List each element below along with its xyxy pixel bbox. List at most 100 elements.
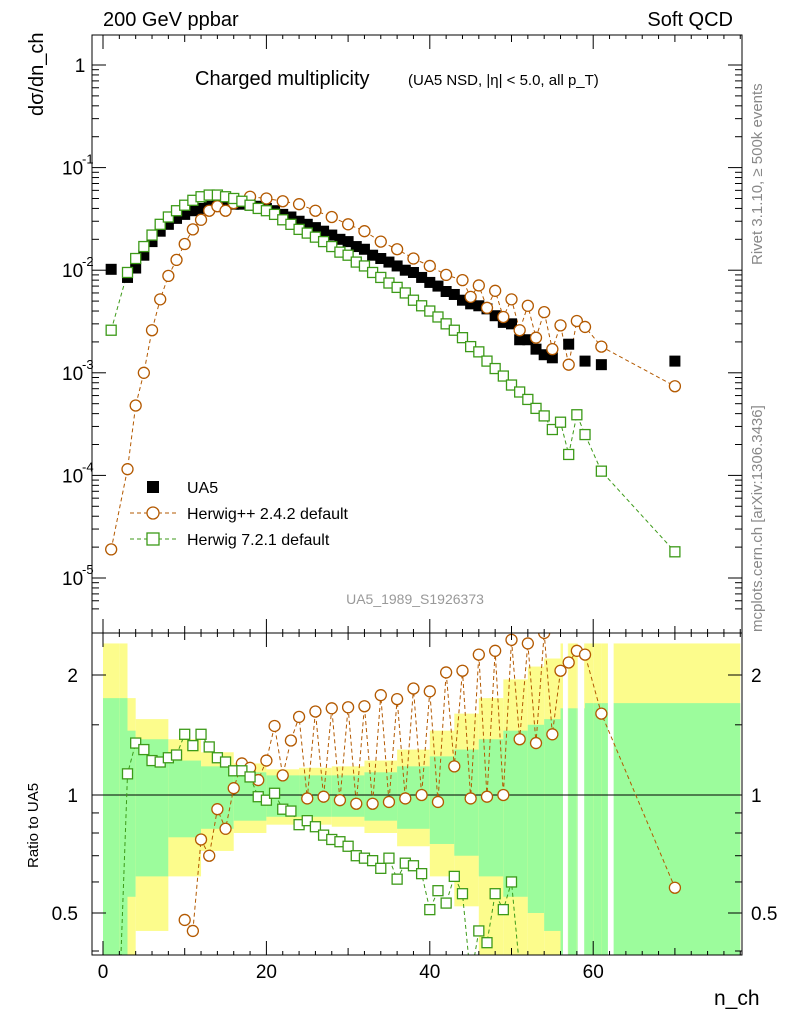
ratio-herwigpp-point bbox=[309, 705, 322, 718]
ratio-herwigpp-point bbox=[595, 707, 608, 720]
ratio-herwigpp-point bbox=[268, 719, 281, 733]
ratio-herwig7-point bbox=[489, 888, 501, 900]
ua5-point bbox=[424, 276, 436, 288]
herwigpp-point bbox=[407, 252, 420, 265]
ratio-herwigpp-point bbox=[472, 648, 485, 661]
ratio-herwig7-point bbox=[301, 815, 313, 827]
herwigpp-point bbox=[578, 320, 592, 334]
ua5-point bbox=[138, 249, 150, 261]
main-axes: 110-110-210-310-410-5 bbox=[62, 35, 742, 633]
ratio-herwig7-point bbox=[366, 855, 379, 867]
herwig7-point bbox=[579, 428, 591, 441]
herwig7-point bbox=[432, 311, 444, 323]
chart-subtitle: (UA5 NSD, |η| < 5.0, all p_T) bbox=[408, 72, 599, 89]
herwig7-point bbox=[342, 249, 354, 261]
ua5-point bbox=[465, 298, 477, 310]
band-inner-segment bbox=[593, 703, 602, 955]
herwigpp-point bbox=[219, 204, 232, 217]
legend: UA5 Herwig++ 2.4.2 default Herwig 7.2.1 … bbox=[130, 480, 349, 549]
herwig7-point bbox=[154, 218, 166, 230]
herwig7-point bbox=[554, 416, 567, 428]
ua5-point bbox=[473, 300, 485, 312]
band-inner-segment bbox=[601, 703, 610, 955]
ratio-herwig7-point bbox=[187, 739, 199, 752]
ratio-herwigpp-point bbox=[333, 794, 347, 807]
ratio-herwigpp-point bbox=[350, 797, 363, 810]
header-category-label: Soft QCD bbox=[647, 9, 733, 31]
band-inner-segment bbox=[527, 724, 545, 913]
x-tick-label: 60 bbox=[583, 962, 604, 983]
herwigpp-point bbox=[489, 284, 502, 297]
ratio-herwig7-point bbox=[456, 888, 469, 900]
ua5-point bbox=[130, 262, 142, 274]
herwigpp-point bbox=[292, 198, 306, 211]
ua5-point bbox=[195, 202, 207, 214]
ua5-point bbox=[367, 249, 379, 261]
band-inner-segment bbox=[127, 730, 136, 897]
ratio-herwigpp-point bbox=[284, 734, 298, 747]
ratio-herwigpp-point bbox=[382, 795, 396, 809]
y-tick-label: 1 bbox=[75, 56, 86, 77]
ratio-herwigpp-point bbox=[489, 644, 502, 657]
ratio-clipped-group bbox=[120, 633, 682, 955]
herwigpp-point bbox=[129, 399, 142, 412]
herwig7-point bbox=[489, 362, 501, 375]
herwig7-point bbox=[105, 324, 117, 336]
herwigpp-point bbox=[309, 204, 322, 217]
ua5-point bbox=[563, 338, 575, 350]
ratio-herwig7-point bbox=[268, 787, 281, 799]
herwigpp-point bbox=[554, 319, 567, 332]
ratio-herwig7-point bbox=[138, 743, 150, 756]
herwigpp-point bbox=[276, 195, 289, 208]
ua5-point bbox=[350, 241, 362, 253]
ratio-herwigpp-point bbox=[219, 822, 232, 835]
herwig7-point bbox=[514, 386, 526, 398]
herwigpp-point bbox=[154, 293, 167, 306]
ratio-herwigpp-point bbox=[390, 692, 404, 706]
x-tick-label: 40 bbox=[419, 962, 440, 983]
herwigpp-point bbox=[439, 268, 453, 282]
ratio-marks bbox=[120, 633, 682, 955]
herwigpp-point bbox=[497, 310, 510, 324]
ratio-herwig7-point bbox=[424, 903, 436, 916]
herwig7-point bbox=[546, 423, 558, 436]
source-label: mcplots.cern.ch [arXiv:1306.3436] bbox=[749, 405, 766, 632]
band-inner-segment bbox=[103, 698, 120, 955]
ratio-herwig7-point bbox=[473, 925, 485, 937]
ua5-point bbox=[432, 280, 444, 292]
ratio-y-axis-label: Ratio to UA5 bbox=[25, 783, 42, 868]
herwigpp-point bbox=[325, 210, 338, 224]
ua5-point bbox=[506, 318, 517, 330]
herwig7-point bbox=[530, 402, 542, 415]
ua5-point bbox=[579, 355, 591, 367]
ratio-frame bbox=[91, 632, 743, 956]
herwig7-point bbox=[424, 305, 436, 317]
header-energy-label: 200 GeV ppbar bbox=[103, 9, 239, 31]
y-tick-exponent: -4 bbox=[82, 459, 94, 474]
ua5-point bbox=[595, 359, 607, 371]
herwigpp-point bbox=[595, 340, 608, 353]
ratio-herwigpp-point bbox=[178, 913, 191, 927]
herwigpp-point bbox=[456, 273, 469, 287]
herwig7-point bbox=[138, 240, 150, 253]
ratio-herwigpp-point bbox=[529, 736, 543, 750]
ratio-herwig7-point bbox=[375, 862, 387, 874]
herwig7-point bbox=[456, 332, 469, 344]
band-inner-segment bbox=[478, 739, 504, 877]
ua5-point bbox=[489, 310, 501, 322]
herwig7-point bbox=[358, 260, 371, 272]
herwig7-point bbox=[162, 211, 175, 223]
herwigpp-line bbox=[110, 196, 676, 550]
band-inner-segment bbox=[568, 708, 577, 955]
ratio-herwigpp-point bbox=[456, 664, 469, 677]
y-tick-label: 10 bbox=[62, 364, 83, 385]
chart-title: Charged multiplicity bbox=[195, 68, 370, 90]
x-axis-label: n_ch bbox=[714, 987, 760, 1010]
ua5-point bbox=[391, 260, 403, 272]
ratio-herwigpp-point bbox=[407, 682, 420, 695]
ratio-herwigpp-point bbox=[513, 733, 526, 746]
y-tick-label: 10 bbox=[62, 569, 83, 590]
herwig7-point bbox=[473, 346, 485, 358]
ratio-herwig7-point bbox=[219, 756, 232, 768]
